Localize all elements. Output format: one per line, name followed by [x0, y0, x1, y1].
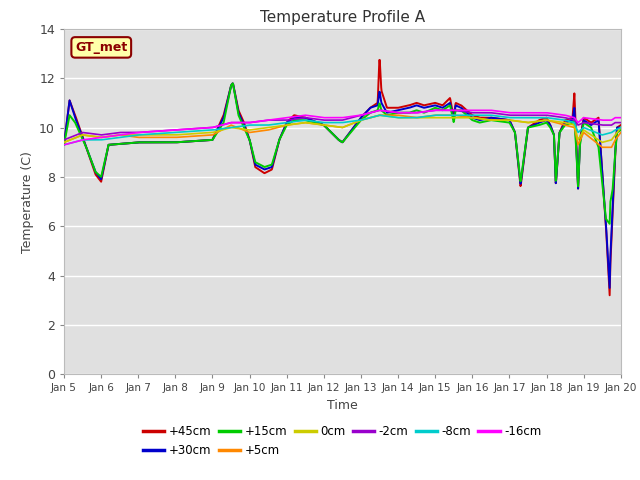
- Legend: +45cm, +30cm, +15cm, +5cm, 0cm, -2cm, -8cm, -16cm: +45cm, +30cm, +15cm, +5cm, 0cm, -2cm, -8…: [143, 425, 541, 457]
- Text: GT_met: GT_met: [75, 41, 127, 54]
- X-axis label: Time: Time: [327, 399, 358, 412]
- Title: Temperature Profile A: Temperature Profile A: [260, 10, 425, 25]
- Y-axis label: Temperature (C): Temperature (C): [20, 151, 33, 252]
